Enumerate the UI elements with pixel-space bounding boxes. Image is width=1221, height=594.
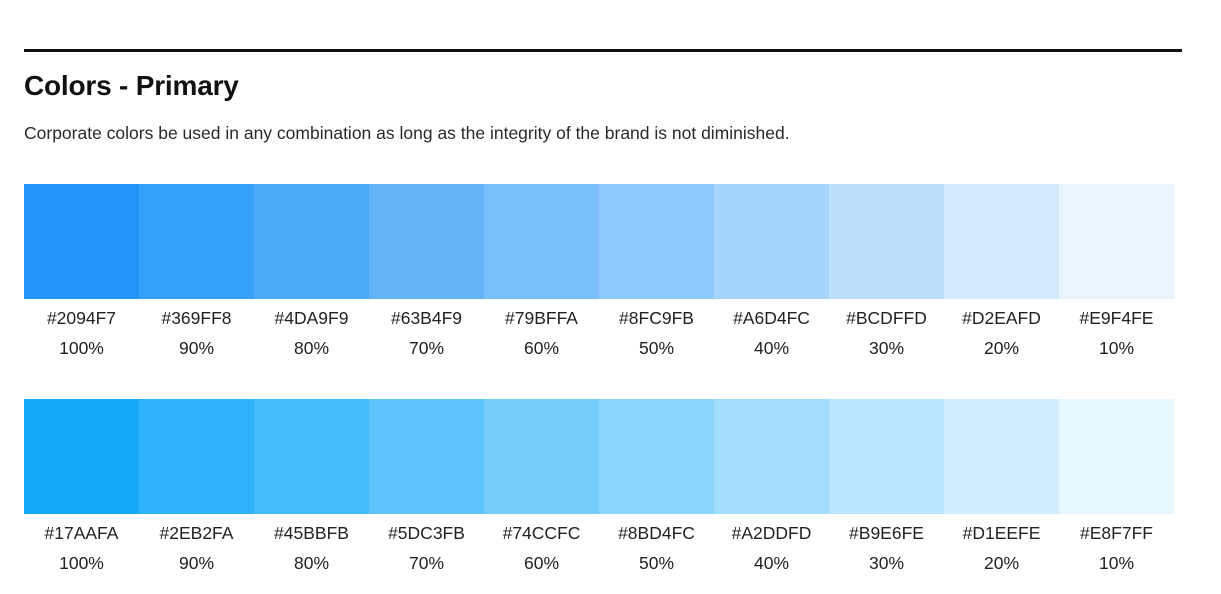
tint-percent: 30% [868,553,905,573]
swatch-label: #2EB2FA 90% [139,521,254,575]
tint-percent: 60% [523,338,560,358]
color-swatch [714,399,829,514]
page-title: Colors - Primary [24,70,239,101]
swatch-labels: #2094F7 100% #369FF8 90% #4DA9F9 80% #63B4F… [24,306,1174,360]
swatch-label: #A2DDFD 40% [714,521,829,575]
swatch-label: #E8F7FF 10% [1059,521,1174,575]
hex-code: #79BFFA [505,308,578,328]
swatch-label: #A6D4FC 40% [714,306,829,360]
hex-code: #2EB2FA [159,523,234,543]
hex-code: #74CCFC [502,523,581,543]
tint-percent: 40% [753,553,790,573]
swatch-label: #8FC9FB 50% [599,306,714,360]
swatch-label: #4DA9F9 80% [254,306,369,360]
hex-code: #2094F7 [46,308,117,328]
swatch-label: #BCDFFD 30% [829,306,944,360]
hex-code: #369FF8 [161,308,232,328]
color-swatch [944,399,1059,514]
color-swatch [599,184,714,299]
color-swatch [139,399,254,514]
swatch-label: #D1EEFE 20% [944,521,1059,575]
tint-percent: 100% [59,338,104,358]
tint-percent: 60% [523,553,560,573]
hex-code: #BCDFFD [846,308,927,328]
swatch-label: #369FF8 90% [139,306,254,360]
hex-code: #8BD4FC [618,523,695,543]
hex-code: #D1EEFE [962,523,1041,543]
tint-percent: 50% [638,338,675,358]
swatch-labels: #17AAFA 100% #2EB2FA 90% #45BBFB 80% #5DC3F… [24,521,1174,575]
hex-code: #17AAFA [44,523,119,543]
hex-code: #A6D4FC [733,308,810,328]
hex-code: #45BBFB [274,523,349,543]
tint-percent: 20% [983,338,1020,358]
swatch-label: #B9E6FE 30% [829,521,944,575]
hex-code: #D2EAFD [962,308,1041,328]
color-swatch [599,399,714,514]
tint-percent: 70% [408,338,445,358]
swatch-label: #79BFFA 60% [484,306,599,360]
tint-percent: 10% [1098,338,1135,358]
swatch-row [24,184,1174,299]
color-swatch [829,184,944,299]
color-swatch [1059,399,1174,514]
hex-code: #A2DDFD [731,523,812,543]
swatch-label: #2094F7 100% [24,306,139,360]
page-description: Corporate colors be used in any combinat… [24,123,790,143]
tint-percent: 40% [753,338,790,358]
swatch-label: #63B4F9 70% [369,306,484,360]
hex-code: #E9F4FE [1079,308,1154,328]
swatch-label: #D2EAFD 20% [944,306,1059,360]
tint-percent: 50% [638,553,675,573]
color-swatch [254,184,369,299]
hex-code: #8FC9FB [619,308,694,328]
tint-percent: 100% [59,553,104,573]
hex-code: #E8F7FF [1080,523,1153,543]
tint-percent: 30% [868,338,905,358]
palette-secondary-blue: #17AAFA 100% #2EB2FA 90% #45BBFB 80% #5DC3F… [24,399,1174,575]
tint-percent: 10% [1098,553,1135,573]
swatch-label: #17AAFA 100% [24,521,139,575]
swatch-label: #74CCFC 60% [484,521,599,575]
hex-code: #B9E6FE [849,523,924,543]
color-swatch [24,184,139,299]
tint-percent: 20% [983,553,1020,573]
tint-percent: 70% [408,553,445,573]
tint-percent: 80% [293,553,330,573]
palette-primary-blue: #2094F7 100% #369FF8 90% #4DA9F9 80% #63B4F… [24,184,1174,360]
swatch-label: #8BD4FC 50% [599,521,714,575]
tint-percent: 90% [178,553,215,573]
tint-percent: 80% [293,338,330,358]
hex-code: #4DA9F9 [274,308,349,328]
color-swatch [254,399,369,514]
color-swatch [484,184,599,299]
swatch-label: #5DC3FB 70% [369,521,484,575]
color-swatch [944,184,1059,299]
color-swatch [1059,184,1174,299]
color-swatch [139,184,254,299]
color-swatch [369,184,484,299]
color-swatch [484,399,599,514]
tint-percent: 90% [178,338,215,358]
color-swatch [24,399,139,514]
header-divider [24,49,1182,52]
swatch-label: #45BBFB 80% [254,521,369,575]
color-swatch [369,399,484,514]
swatch-label: #E9F4FE 10% [1059,306,1174,360]
color-swatch [714,184,829,299]
hex-code: #63B4F9 [390,308,463,328]
color-swatch [829,399,944,514]
hex-code: #5DC3FB [388,523,465,543]
swatch-row [24,399,1174,514]
